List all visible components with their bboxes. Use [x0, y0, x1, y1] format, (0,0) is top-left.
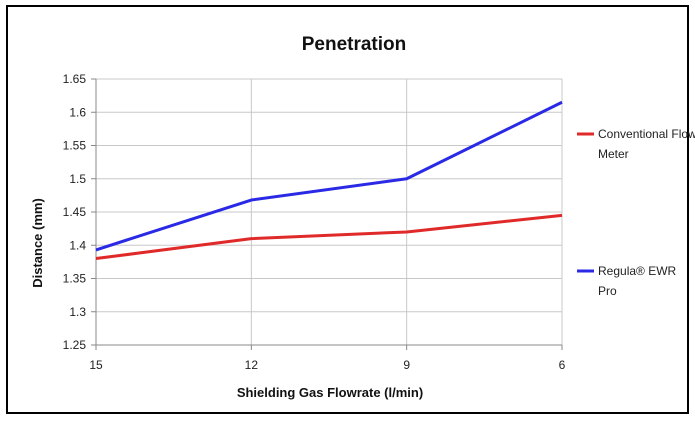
y-tick-label: 1.35	[63, 272, 87, 286]
chart-border	[6, 5, 689, 414]
y-tick-label: 1.65	[63, 72, 87, 86]
x-tick-label: 15	[89, 358, 103, 372]
legend: Conventional Flow Meter Regula® EWR Pro	[577, 127, 695, 298]
x-tick-label: 6	[559, 358, 566, 372]
legend-label-regula: Regula® EWR Pro	[598, 264, 677, 298]
axes	[91, 78, 563, 350]
x-tick-labels: 15 12 9 6	[89, 358, 565, 372]
legend-label-conventional: Conventional Flow Meter	[598, 127, 695, 161]
series-line-1	[95, 100, 563, 252]
y-tick-labels: 1.25 1.3 1.35 1.4 1.45 1.5 1.55 1.6 1.65	[63, 72, 87, 352]
x-tick-label: 12	[245, 358, 259, 372]
y-tick-label: 1.4	[69, 238, 86, 252]
x-axis-label: Shielding Gas Flowrate (l/min)	[237, 385, 423, 400]
y-axis-label: Distance (mm)	[30, 198, 45, 288]
y-tick-label: 1.55	[63, 139, 87, 153]
y-tick-label: 1.3	[69, 305, 86, 319]
series-line-0	[95, 213, 563, 261]
y-tick-label: 1.25	[63, 338, 87, 352]
y-tick-label: 1.6	[69, 105, 86, 119]
series-lines	[95, 100, 563, 261]
x-tick-label: 9	[403, 358, 410, 372]
y-tick-label: 1.5	[69, 172, 86, 186]
chart-title: Penetration	[302, 34, 407, 55]
y-tick-label: 1.45	[63, 205, 87, 219]
